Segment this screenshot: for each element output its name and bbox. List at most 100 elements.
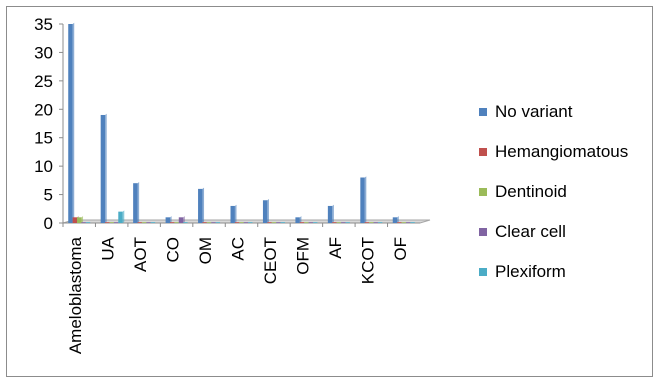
bar-dentinoid-af (336, 222, 342, 223)
bar-hemangiomatous-ameloblastoma (72, 217, 78, 223)
bar-no-variant-ceot (262, 200, 268, 223)
bars (68, 22, 415, 223)
bar-side-no-variant-af (332, 204, 334, 223)
x-tick-label-af: AF (326, 237, 345, 259)
bar-side-no-variant-kcot (364, 176, 367, 223)
bar-no-variant-om (198, 188, 203, 223)
bar-hemangiomatous-om (202, 222, 207, 223)
bar-no-variant-co (165, 217, 170, 223)
legend-label-plexiform: Plexiform (495, 262, 566, 281)
bar-dentinoid-ac (239, 222, 244, 223)
legend-swatch-hemangiomatous (479, 148, 487, 156)
bar-plexiform-co (183, 222, 188, 223)
bar-dentinoid-ceot (271, 222, 277, 223)
y-tick-label: 5 (44, 186, 53, 205)
bar-side-no-variant-om (202, 187, 205, 223)
bar-plexiform-ameloblastoma (85, 222, 91, 223)
bar-clear-cell-af (341, 222, 346, 223)
bar-side-plexiform-ua (122, 210, 125, 223)
tick-labels: 0 5 10 15 20 25 30 35 Ameloblastoma UA AOT CO OM AC CE… (34, 15, 410, 354)
bar-clear-cell-ac (243, 222, 249, 223)
bar-plexiform-ofm (313, 222, 318, 223)
bar-clear-cell-ameloblastoma (81, 222, 86, 223)
y-tick-label: 0 (44, 214, 53, 233)
x-tick-label-kcot: KCOT (358, 237, 377, 284)
bar-dentinoid-ofm (304, 222, 309, 223)
bar-hemangiomatous-co (169, 222, 175, 223)
y-tick-label: 35 (34, 15, 53, 34)
x-tick-label-of: OF (391, 237, 410, 261)
legend-label-no-variant: No variant (495, 102, 573, 121)
bar-no-variant-af (327, 205, 333, 223)
bar-hemangiomatous-ua (105, 222, 110, 223)
bar-dentinoid-of (401, 222, 406, 223)
x-tick-label-om: OM (196, 237, 215, 264)
bar-side-no-variant-co (169, 216, 172, 223)
bar-no-variant-ameloblastoma (68, 24, 73, 223)
legend-label-clear-cell: Clear cell (495, 222, 566, 241)
legend-label-dentinoid: Dentinoid (495, 182, 567, 201)
bar-side-no-variant-ameloblastoma (72, 22, 75, 223)
bar-hemangiomatous-af (332, 222, 337, 223)
bar-dentinoid-ua (109, 222, 114, 223)
bar-side-no-variant-of (397, 216, 399, 223)
bar-hemangiomatous-ceot (267, 222, 272, 223)
bar-clear-cell-aot (146, 222, 151, 223)
y-tick-label: 15 (34, 129, 53, 148)
bar-plexiform-af (345, 222, 350, 223)
bar-hemangiomatous-ac (234, 222, 240, 223)
bar-no-variant-ua (100, 114, 106, 223)
bar-plexiform-kcot (377, 222, 383, 223)
bar-dentinoid-om (206, 222, 212, 223)
bar-plexiform-ceot (280, 222, 285, 223)
y-tick-label: 20 (34, 100, 53, 119)
bar-no-variant-kcot (360, 177, 365, 223)
bar-clear-cell-co (178, 217, 184, 223)
bar-side-dentinoid-ameloblastoma (81, 216, 84, 223)
bar-dentinoid-ameloblastoma (77, 217, 82, 223)
bar-plexiform-om (215, 222, 221, 223)
bar-side-no-variant-ua (105, 113, 107, 223)
bar-clear-cell-kcot (373, 222, 378, 223)
bar-plexiform-aot (150, 222, 156, 223)
bar-plexiform-ua (118, 211, 123, 223)
y-tick-label: 10 (34, 157, 53, 176)
bar-clear-cell-ceot (276, 222, 281, 223)
x-tick-label-co: CO (164, 237, 183, 263)
x-tick-label-ceot: CEOT (261, 237, 280, 284)
bar-dentinoid-aot (141, 222, 147, 223)
chart-frame (6, 6, 653, 377)
bar-no-variant-ofm (295, 217, 300, 223)
legend-label-hemangiomatous: Hemangiomatous (495, 142, 628, 161)
bar-hemangiomatous-aot (137, 222, 142, 223)
bar-plexiform-of (410, 222, 415, 223)
x-tick-label-ac: AC (229, 237, 248, 261)
y-tick-label: 30 (34, 43, 53, 62)
bar-clear-cell-om (211, 222, 216, 223)
bar-no-variant-ac (230, 205, 235, 223)
bar-plexiform-ac (248, 222, 253, 223)
bar-side-no-variant-ceot (267, 199, 269, 223)
bar-side-no-variant-ac (234, 204, 237, 223)
x-tick-label-ofm: OFM (293, 237, 312, 275)
bar-no-variant-aot (133, 183, 138, 223)
axes (59, 23, 431, 227)
x-tick-label-ameloblastoma: Ameloblastoma (66, 236, 85, 354)
bar-clear-cell-ua (113, 222, 119, 223)
bar-dentinoid-co (174, 222, 179, 223)
bar-side-no-variant-aot (137, 182, 140, 223)
legend-swatch-dentinoid (479, 188, 487, 196)
legend-swatch-clear-cell (479, 228, 487, 236)
bar-hemangiomatous-ofm (299, 222, 305, 223)
x-tick-label-ua: UA (99, 236, 118, 260)
bar-hemangiomatous-kcot (364, 222, 370, 223)
bar-side-clear-cell-co (183, 216, 185, 223)
legend-swatch-no-variant (479, 108, 487, 116)
bar-dentinoid-kcot (369, 222, 374, 223)
legend: No variant Hemangiomatous Dentinoid Clear c… (479, 102, 628, 281)
bar-clear-cell-of (405, 222, 411, 223)
y-tick-label: 25 (34, 72, 53, 91)
x-tick-label-aot: AOT (131, 237, 150, 272)
bar-hemangiomatous-of (397, 222, 402, 223)
